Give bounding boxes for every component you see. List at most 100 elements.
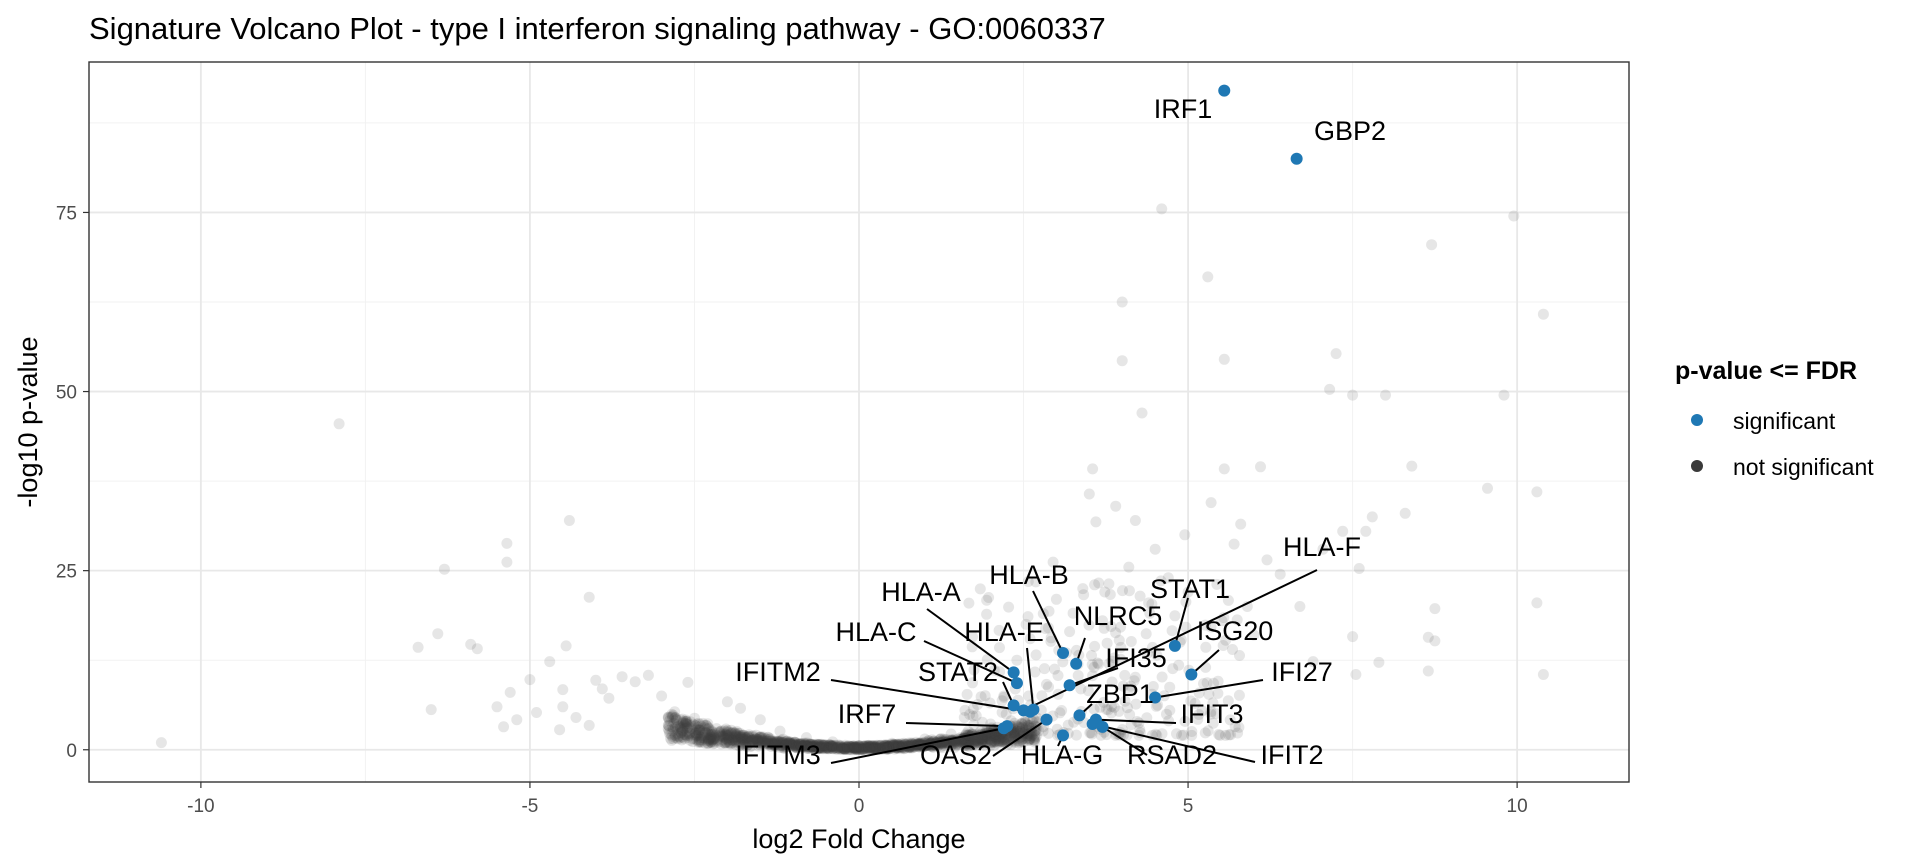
data-point	[765, 736, 777, 748]
data-point	[680, 717, 692, 729]
data-point	[1011, 725, 1023, 737]
data-point	[1232, 727, 1244, 739]
data-point	[871, 742, 882, 754]
data-point	[333, 418, 345, 430]
data-point	[756, 732, 768, 744]
data-point	[854, 743, 866, 755]
data-point	[834, 740, 846, 751]
data-point	[930, 737, 942, 749]
data-point	[1000, 733, 1012, 745]
significant-point	[1057, 729, 1070, 742]
data-point	[1201, 677, 1213, 689]
data-point	[950, 739, 962, 751]
data-point	[761, 737, 773, 749]
data-point	[866, 740, 878, 752]
data-point	[997, 737, 1009, 749]
data-point	[828, 741, 840, 753]
data-point	[732, 734, 744, 746]
data-point	[808, 742, 819, 753]
data-point	[1099, 586, 1111, 598]
data-point	[583, 719, 595, 731]
data-point	[814, 742, 826, 754]
data-point	[1205, 621, 1217, 633]
data-point	[1023, 720, 1035, 732]
data-point	[789, 740, 801, 752]
data-point	[722, 726, 734, 738]
data-point	[989, 730, 1001, 742]
data-point	[715, 726, 727, 738]
data-point	[725, 737, 737, 749]
data-point	[970, 733, 982, 745]
data-point	[742, 734, 754, 746]
data-point	[729, 727, 741, 739]
data-point	[1106, 676, 1118, 688]
data-point	[675, 721, 687, 733]
data-point	[729, 727, 741, 739]
data-point	[711, 735, 723, 747]
data-point	[736, 733, 748, 745]
data-point	[673, 722, 685, 734]
data-point	[958, 737, 970, 749]
data-point	[616, 671, 628, 683]
data-point	[852, 742, 863, 754]
data-point	[1086, 728, 1098, 740]
data-point	[1167, 663, 1179, 675]
data-point	[709, 737, 720, 749]
data-point	[800, 742, 812, 754]
x-axis-title: log2 Fold Change	[752, 824, 965, 854]
data-point	[669, 706, 681, 718]
data-point	[694, 733, 706, 745]
data-point	[949, 738, 960, 749]
data-point	[702, 721, 714, 733]
data-point	[1426, 239, 1438, 251]
data-point	[725, 727, 737, 739]
data-point	[705, 725, 717, 737]
data-point	[871, 740, 883, 752]
data-point	[825, 740, 837, 752]
data-point	[752, 734, 764, 746]
gene-label: OAS2	[920, 740, 992, 770]
data-point	[1094, 701, 1106, 713]
data-point	[787, 737, 799, 749]
x-tick-label: -5	[521, 796, 538, 817]
data-point	[704, 726, 716, 738]
data-point	[960, 738, 972, 750]
data-point	[992, 735, 1004, 747]
data-point	[801, 739, 812, 751]
data-point	[704, 729, 716, 741]
data-point	[738, 733, 749, 745]
data-point	[1008, 730, 1020, 741]
data-point	[845, 741, 857, 753]
data-point	[1017, 736, 1029, 748]
data-point	[669, 731, 681, 743]
data-point	[807, 741, 819, 753]
data-point	[720, 733, 732, 745]
leader-line	[1101, 725, 1148, 756]
data-point	[1075, 683, 1087, 695]
data-point	[738, 739, 750, 750]
data-point	[715, 725, 727, 737]
data-point	[817, 743, 829, 755]
data-point	[768, 736, 780, 748]
data-point	[998, 736, 1010, 747]
data-point	[946, 739, 958, 751]
data-point	[702, 737, 714, 749]
data-point	[740, 731, 752, 743]
data-point	[705, 736, 717, 748]
data-point	[728, 728, 740, 740]
data-point	[719, 737, 731, 749]
data-point	[875, 739, 887, 751]
data-point	[554, 724, 566, 736]
significant-points	[997, 84, 1303, 742]
data-point	[982, 733, 994, 745]
data-point	[747, 734, 759, 746]
data-point	[1205, 706, 1217, 718]
data-point	[812, 742, 824, 754]
data-point	[812, 743, 824, 754]
y-tick-label: 75	[56, 203, 77, 224]
data-point	[850, 743, 862, 755]
significant-point	[1168, 639, 1181, 652]
data-point	[1014, 722, 1026, 734]
data-point	[967, 677, 978, 689]
data-point	[994, 735, 1006, 747]
